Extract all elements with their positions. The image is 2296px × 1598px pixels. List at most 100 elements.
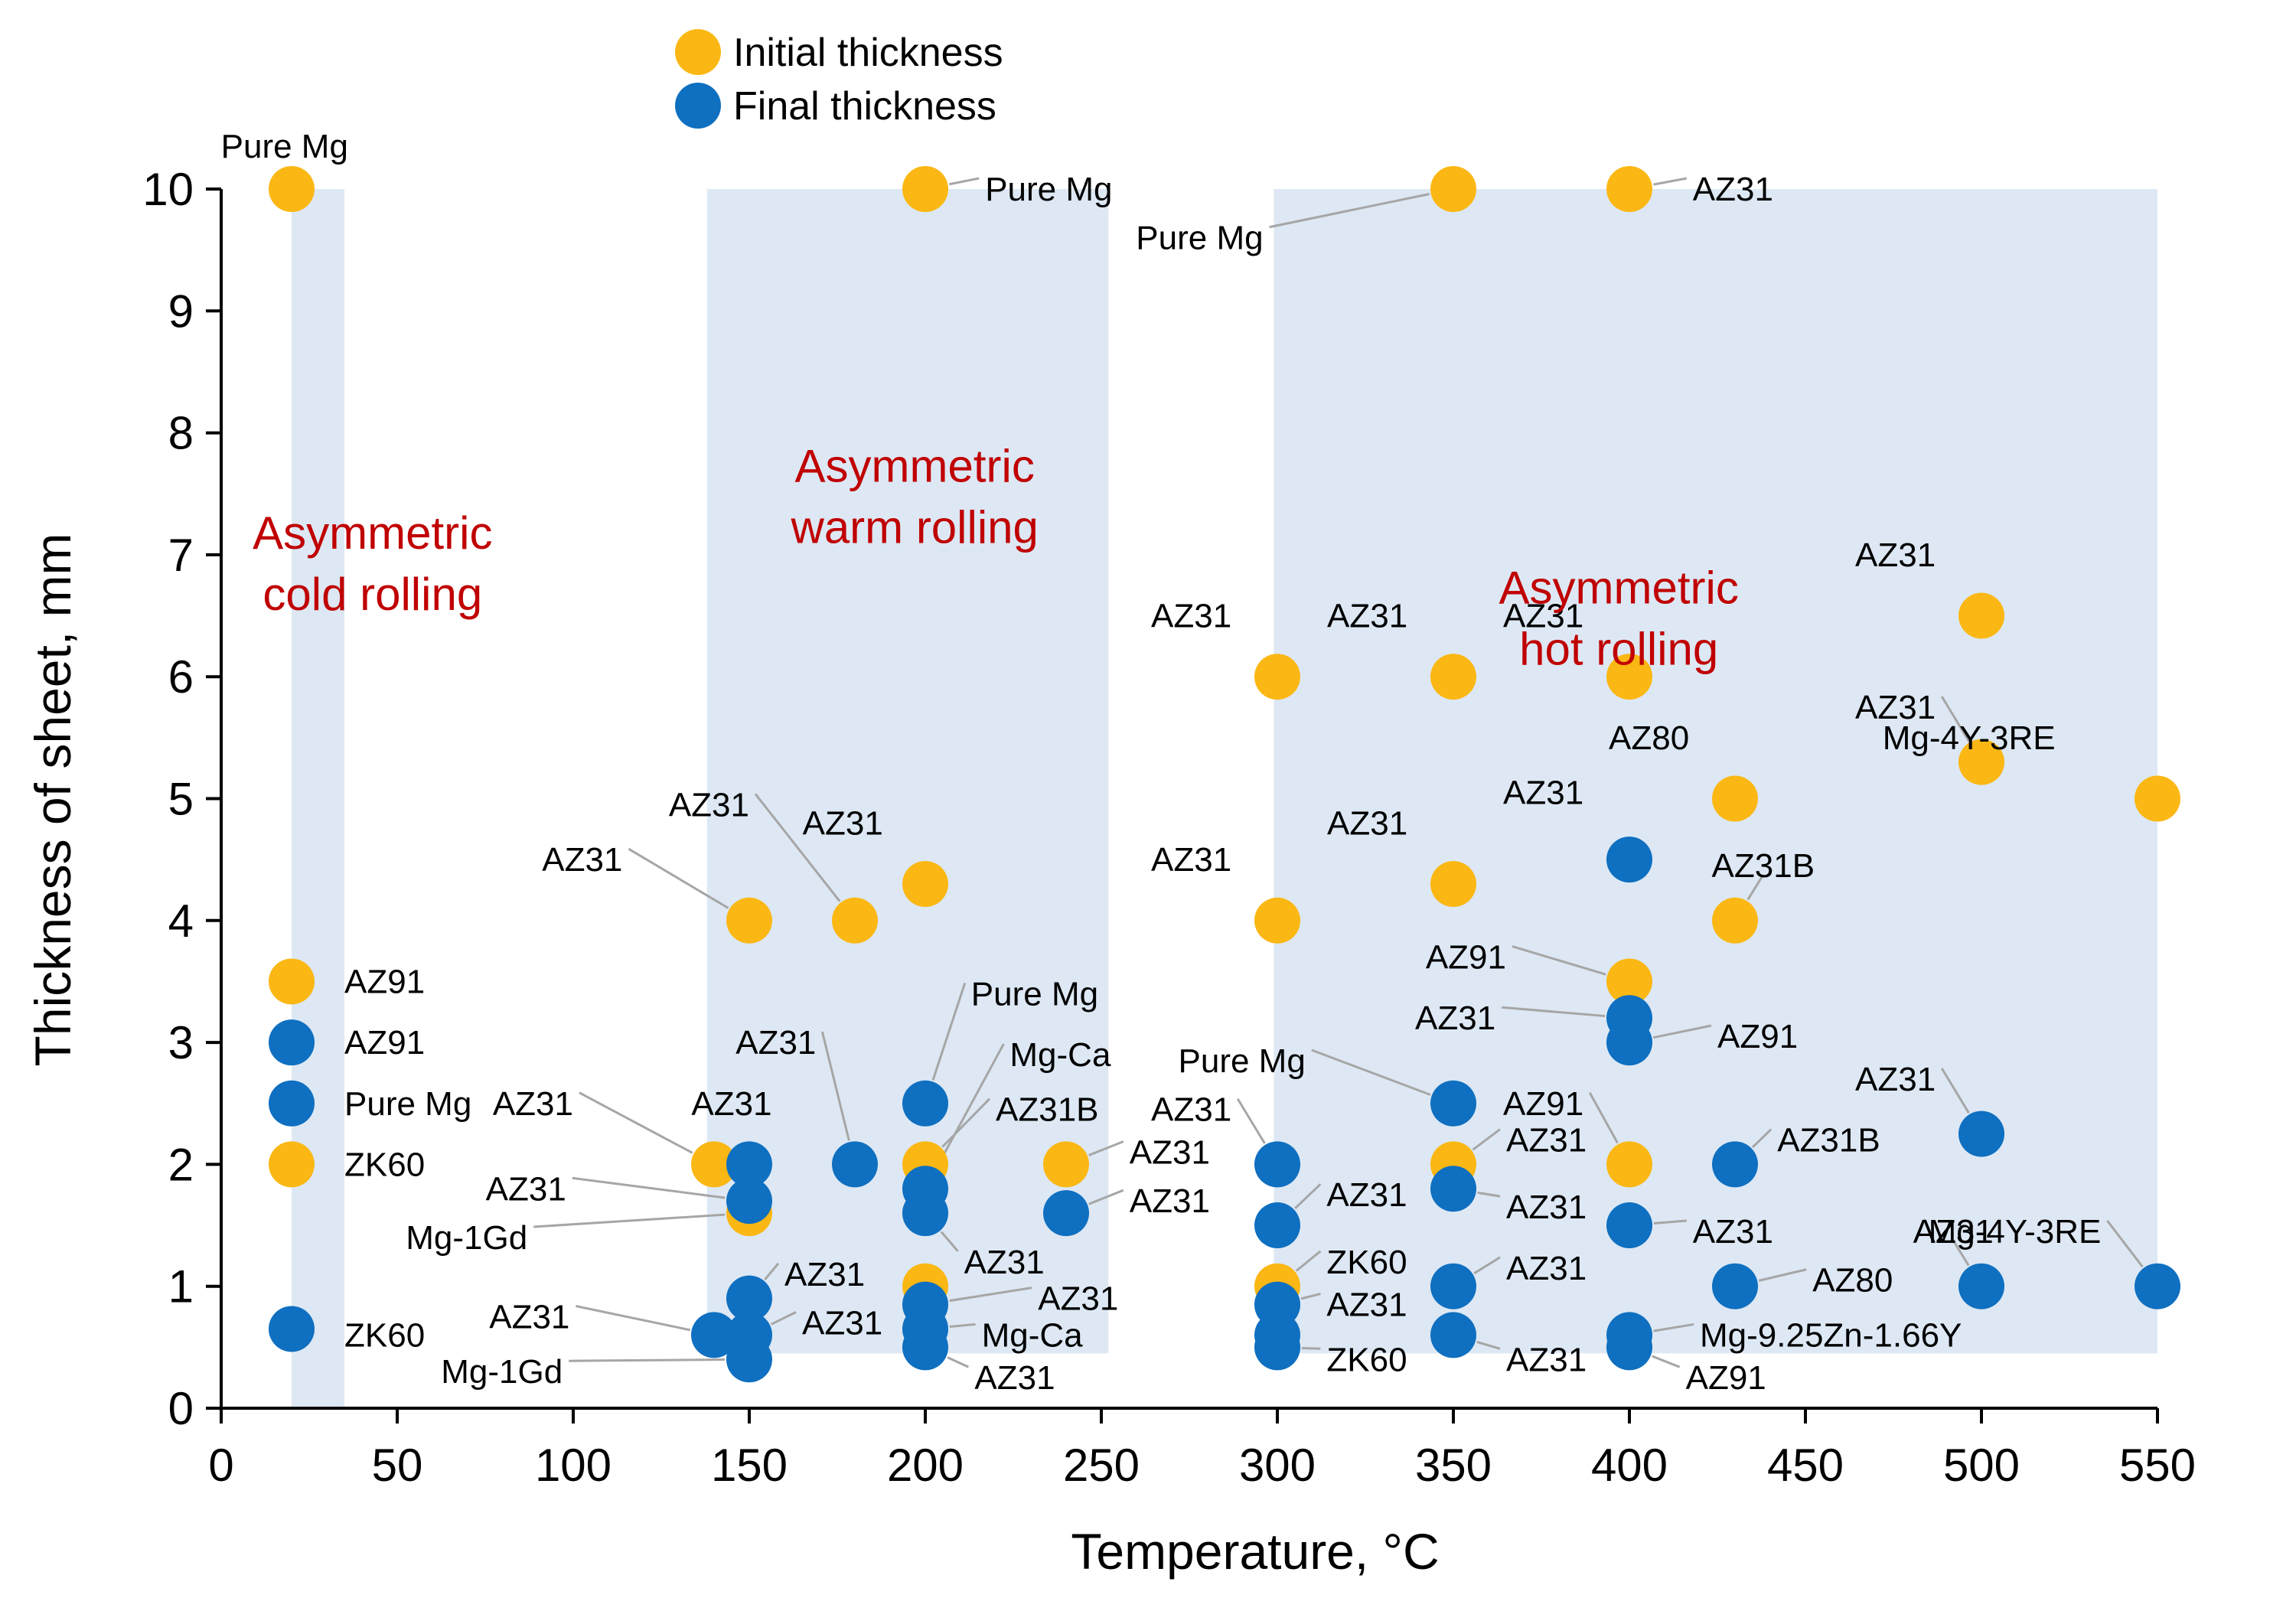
- final-point: [2135, 1263, 2180, 1309]
- label-leader: [1269, 193, 1430, 229]
- y-tick-label: 4: [168, 895, 194, 947]
- point-label: AZ31: [542, 841, 622, 879]
- point-label: AZ31: [1693, 171, 1773, 208]
- label-leader: [1653, 1024, 1712, 1039]
- initial-point: [1430, 861, 1476, 908]
- initial-point: [726, 897, 772, 944]
- x-axis-title: Temperature, °C: [1071, 1523, 1439, 1580]
- initial-point: [1430, 654, 1476, 700]
- region-labels: Asymmetric cold rolling Asymmetric warm rol…: [253, 440, 1739, 674]
- initial-point: [1958, 739, 2004, 785]
- label-leader: [1472, 1128, 1501, 1151]
- final-point: [1254, 1202, 1300, 1249]
- point-label: Mg-Ca: [1009, 1036, 1111, 1074]
- label-leader: [1088, 1140, 1124, 1156]
- final-point: [1430, 1166, 1476, 1212]
- point-label: Mg-9.25Zn-1.66Y: [1700, 1316, 1962, 1354]
- label-leader: [931, 982, 967, 1081]
- label-leader: [1294, 1183, 1322, 1210]
- initial-point: [1606, 958, 1652, 1005]
- label-leader: [947, 1356, 970, 1368]
- initial-point: [1712, 775, 1758, 822]
- label-leader: [940, 1231, 959, 1252]
- legend-label: Initial thickness: [733, 31, 1003, 75]
- x-tick-label: 450: [1767, 1440, 1844, 1491]
- point-label: AZ31: [1503, 598, 1583, 635]
- y-tick-label: 6: [168, 651, 194, 703]
- initial-point: [269, 166, 315, 212]
- final-point: [1254, 1141, 1300, 1188]
- y-axis-title: Thickness of sheet, mm: [24, 533, 81, 1067]
- initial-point: [1606, 166, 1652, 212]
- x-tick-label: 250: [1063, 1440, 1140, 1491]
- y-tick-label: 3: [168, 1017, 194, 1068]
- point-label: AZ31: [1506, 1189, 1587, 1226]
- point-label: AZ91: [1717, 1018, 1798, 1055]
- label-leader: [628, 847, 729, 909]
- label-leader: [1476, 1340, 1501, 1350]
- y-tick-label: 7: [168, 530, 194, 581]
- final-point: [902, 1324, 948, 1371]
- axis-ticks: 0 50 100 150 200 250 300 350 400 450 500 550 0 1 2 3 4 5 6…: [142, 164, 2196, 1491]
- label-leader: [935, 1043, 1005, 1168]
- label-leader: [533, 1213, 726, 1228]
- point-label: AZ80: [1812, 1262, 1893, 1300]
- point-label: Mg-1Gd: [406, 1219, 527, 1257]
- initial-point: [902, 861, 948, 908]
- label-leader: [1653, 177, 1688, 186]
- point-label: AZ31: [1130, 1182, 1210, 1220]
- point-label: Mg-4Y-3RE: [1883, 719, 2056, 757]
- final-point: [1958, 1110, 2004, 1157]
- point-label: AZ31: [1506, 1250, 1587, 1287]
- point-label: ZK60: [344, 1146, 425, 1183]
- point-label: AZ31B: [1777, 1122, 1880, 1159]
- point-label: AZ31: [1693, 1213, 1773, 1251]
- label-leader: [941, 1097, 991, 1148]
- point-label: Pure Mg: [1136, 220, 1263, 257]
- point-label: AZ31: [1855, 536, 1936, 574]
- point-label: Pure Mg: [344, 1085, 471, 1123]
- point-label: ZK60: [1326, 1244, 1407, 1281]
- label-leader: [949, 1322, 976, 1329]
- y-tick-label: 5: [168, 774, 194, 825]
- region-band: [292, 189, 344, 1408]
- initial-point: [1043, 1141, 1089, 1188]
- final-point: [1254, 1312, 1300, 1358]
- final-point: [691, 1312, 737, 1358]
- label-leader: [1746, 874, 1765, 901]
- final-point: [1712, 1141, 1758, 1188]
- label-leader: [949, 177, 980, 186]
- point-label: AZ31: [1855, 1061, 1936, 1098]
- point-label: AZ31: [784, 1256, 865, 1293]
- label-leader: [569, 1358, 726, 1362]
- point-label: AZ91: [344, 1024, 425, 1062]
- y-tick-label: 2: [168, 1139, 194, 1190]
- label-leader: [1751, 1128, 1773, 1149]
- label-leader: [1588, 1092, 1619, 1144]
- legend: Initial thickness Final thickness: [675, 29, 1003, 129]
- point-label: AZ31: [1151, 841, 1231, 879]
- y-tick-label: 1: [168, 1261, 194, 1313]
- point-label: Pure Mg: [221, 128, 348, 165]
- point-label: AZ31: [974, 1359, 1055, 1397]
- x-tick-label: 150: [711, 1440, 788, 1491]
- point-label: AZ31: [1327, 804, 1407, 842]
- label-leader: [1512, 945, 1606, 976]
- point-label: AZ91: [1503, 1085, 1583, 1123]
- label-leader: [1502, 1006, 1606, 1018]
- label-leader: [576, 1305, 690, 1332]
- region-label-line: Asymmetric: [1499, 563, 1739, 614]
- initial-point: [832, 897, 878, 944]
- initial-point: [1958, 592, 2004, 639]
- final-point: [1606, 1019, 1652, 1066]
- x-tick-label: 500: [1943, 1440, 2020, 1491]
- x-tick-label: 0: [208, 1440, 233, 1491]
- point-label: Pure Mg: [1179, 1042, 1306, 1080]
- point-label: AZ31: [1913, 1213, 1994, 1251]
- label-leader: [1653, 1219, 1687, 1225]
- point-label: AZ31B: [996, 1091, 1099, 1129]
- initial-point: [1254, 897, 1300, 944]
- point-label: AZ31: [1326, 1176, 1407, 1214]
- label-leader: [572, 1176, 726, 1199]
- point-label: AZ31: [1130, 1133, 1210, 1171]
